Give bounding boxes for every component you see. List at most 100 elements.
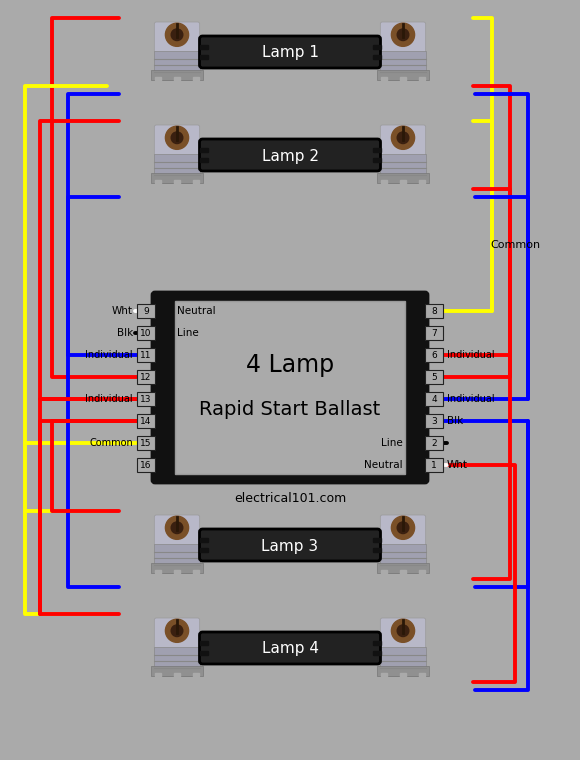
- Text: Neutral: Neutral: [364, 460, 403, 470]
- Bar: [425, 304, 443, 318]
- Bar: [155, 180, 161, 186]
- Bar: [372, 158, 380, 162]
- Bar: [200, 641, 208, 645]
- Text: 2: 2: [431, 439, 437, 448]
- Circle shape: [392, 516, 415, 540]
- Text: Common: Common: [490, 240, 540, 250]
- Circle shape: [171, 625, 183, 637]
- Text: electrical101.com: electrical101.com: [234, 492, 346, 505]
- FancyBboxPatch shape: [200, 36, 380, 68]
- Bar: [154, 647, 200, 676]
- Bar: [377, 563, 429, 573]
- Bar: [200, 538, 208, 542]
- Text: 3: 3: [431, 416, 437, 426]
- Bar: [372, 55, 380, 59]
- Bar: [381, 77, 387, 83]
- FancyBboxPatch shape: [154, 618, 200, 649]
- Bar: [151, 70, 203, 80]
- Bar: [137, 414, 155, 428]
- Bar: [174, 673, 180, 679]
- Text: 13: 13: [140, 394, 152, 404]
- Bar: [372, 641, 380, 645]
- Bar: [200, 651, 208, 655]
- Bar: [419, 180, 425, 186]
- Bar: [155, 673, 161, 679]
- Bar: [372, 148, 380, 152]
- Bar: [193, 570, 199, 576]
- Text: Lamp 1: Lamp 1: [262, 46, 318, 61]
- Text: 4 Lamp: 4 Lamp: [246, 353, 334, 377]
- Circle shape: [171, 29, 183, 40]
- FancyBboxPatch shape: [380, 22, 426, 53]
- Text: Lamp 3: Lamp 3: [262, 539, 318, 553]
- Text: 14: 14: [140, 416, 152, 426]
- Text: Blk: Blk: [117, 328, 133, 338]
- Bar: [380, 544, 426, 573]
- Bar: [137, 392, 155, 406]
- Text: Lamp 4: Lamp 4: [262, 641, 318, 657]
- Bar: [137, 370, 155, 384]
- Text: 6: 6: [431, 350, 437, 359]
- Text: Neutral: Neutral: [177, 306, 216, 316]
- Bar: [200, 55, 208, 59]
- Bar: [380, 154, 426, 183]
- Circle shape: [397, 625, 409, 637]
- Bar: [137, 326, 155, 340]
- Text: 11: 11: [140, 350, 152, 359]
- Bar: [137, 436, 155, 450]
- Text: 10: 10: [140, 328, 152, 337]
- Circle shape: [171, 522, 183, 534]
- Text: 15: 15: [140, 439, 152, 448]
- Bar: [425, 436, 443, 450]
- Circle shape: [397, 29, 409, 40]
- Circle shape: [392, 619, 415, 642]
- Bar: [372, 538, 380, 542]
- Text: 16: 16: [140, 461, 152, 470]
- Bar: [137, 304, 155, 318]
- Bar: [200, 158, 208, 162]
- Bar: [193, 180, 199, 186]
- Circle shape: [392, 126, 415, 150]
- Bar: [425, 370, 443, 384]
- Bar: [425, 458, 443, 472]
- Bar: [154, 51, 200, 80]
- Bar: [400, 673, 406, 679]
- Bar: [200, 548, 208, 552]
- Bar: [154, 154, 200, 183]
- Bar: [425, 414, 443, 428]
- Bar: [175, 301, 405, 474]
- FancyBboxPatch shape: [200, 139, 380, 171]
- FancyBboxPatch shape: [200, 529, 380, 561]
- FancyBboxPatch shape: [380, 125, 426, 156]
- FancyBboxPatch shape: [154, 125, 200, 156]
- Bar: [372, 651, 380, 655]
- Text: 5: 5: [431, 372, 437, 382]
- Circle shape: [165, 23, 188, 46]
- Text: 12: 12: [140, 372, 152, 382]
- Text: 7: 7: [431, 328, 437, 337]
- Bar: [380, 51, 426, 80]
- Bar: [193, 673, 199, 679]
- Bar: [377, 666, 429, 676]
- Text: Line: Line: [177, 328, 199, 338]
- FancyBboxPatch shape: [154, 515, 200, 546]
- Circle shape: [397, 132, 409, 144]
- Text: Common: Common: [89, 438, 133, 448]
- Bar: [400, 570, 406, 576]
- Bar: [155, 570, 161, 576]
- Bar: [419, 673, 425, 679]
- Text: Individual: Individual: [447, 350, 495, 360]
- Bar: [174, 570, 180, 576]
- Bar: [372, 548, 380, 552]
- Text: Lamp 2: Lamp 2: [262, 148, 318, 163]
- Circle shape: [165, 516, 188, 540]
- Bar: [381, 180, 387, 186]
- Bar: [381, 570, 387, 576]
- Bar: [193, 77, 199, 83]
- Bar: [400, 77, 406, 83]
- Text: 4: 4: [431, 394, 437, 404]
- Bar: [174, 180, 180, 186]
- Text: Wht: Wht: [447, 460, 468, 470]
- Circle shape: [165, 619, 188, 642]
- Bar: [200, 148, 208, 152]
